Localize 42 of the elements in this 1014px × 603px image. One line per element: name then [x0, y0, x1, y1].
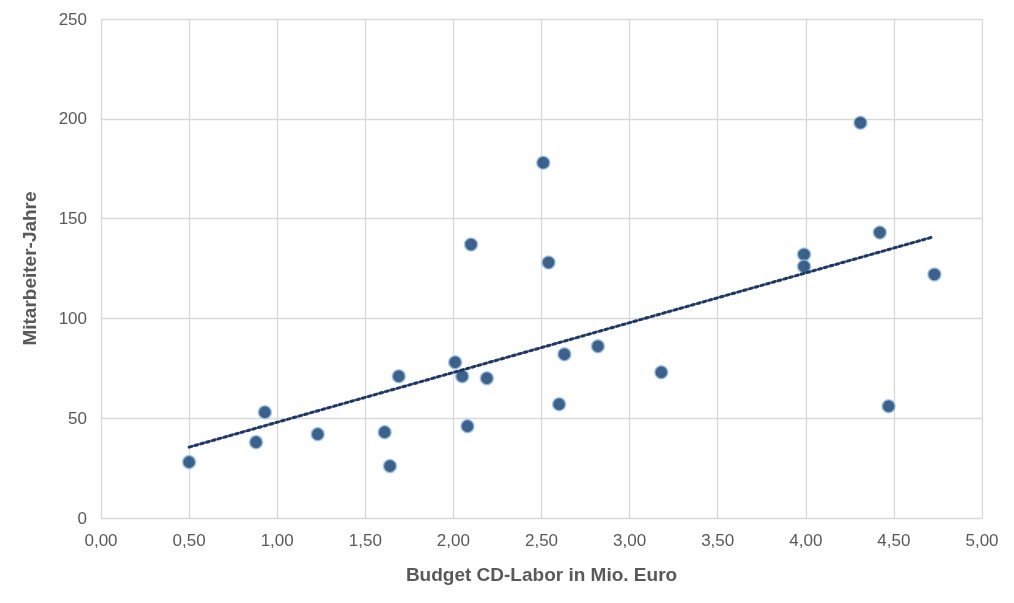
x-axis-title: Budget CD-Labor in Mio. Euro — [405, 564, 678, 585]
point — [541, 255, 556, 270]
point — [654, 365, 669, 380]
point — [557, 347, 572, 362]
x-tick-label: 3,00 — [613, 531, 647, 550]
point — [463, 237, 479, 252]
point — [479, 371, 495, 386]
point — [796, 247, 812, 262]
x-tick-label: 5,00 — [965, 531, 999, 550]
y-tick-label: 50 — [68, 408, 87, 428]
point — [447, 355, 463, 370]
point — [881, 398, 896, 414]
point — [460, 418, 475, 434]
x-tick-label: 1,50 — [348, 531, 382, 550]
point — [248, 434, 264, 450]
x-tick-label: 0,50 — [172, 531, 206, 550]
y-tick-label: 150 — [58, 209, 87, 229]
x-tick-label: 2,50 — [524, 531, 559, 550]
point — [853, 115, 868, 131]
x-tick-label: 3,50 — [701, 531, 735, 550]
point — [257, 404, 273, 420]
x-tick-label: 4,50 — [877, 531, 911, 550]
point — [377, 424, 392, 440]
point — [551, 396, 567, 412]
point — [382, 458, 398, 474]
x-tick-label: 4,00 — [789, 531, 823, 550]
point — [872, 225, 888, 240]
point — [796, 259, 812, 274]
point — [536, 155, 551, 170]
x-tick-label: 2,00 — [436, 531, 470, 550]
point — [181, 454, 197, 470]
y-tick-label: 250 — [58, 9, 87, 29]
y-axis-title: Mitarbeiter-Jahre — [19, 191, 40, 346]
y-tick-label: 100 — [58, 308, 87, 328]
point — [927, 267, 942, 282]
x-tick-label: 1,00 — [260, 531, 294, 550]
point — [310, 426, 325, 442]
point — [391, 369, 407, 384]
x-tick-label: 0,00 — [84, 531, 118, 550]
point — [590, 339, 606, 354]
y-tick-label: 200 — [58, 109, 87, 129]
y-tick-label: 0 — [77, 508, 87, 528]
